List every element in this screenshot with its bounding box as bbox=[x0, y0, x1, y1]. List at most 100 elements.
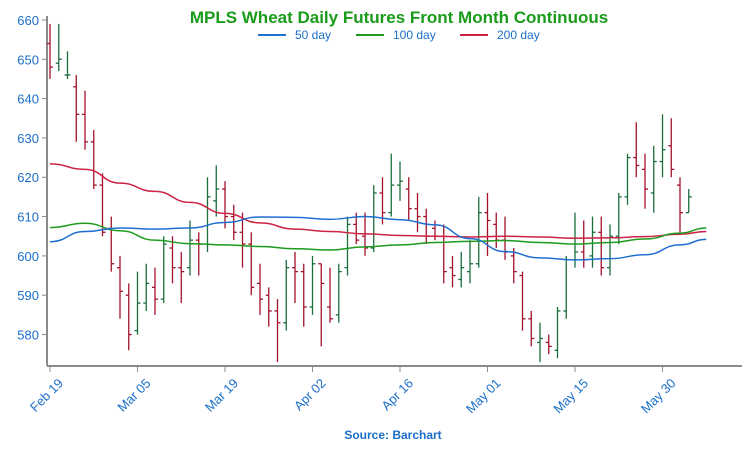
legend-item: 100 day bbox=[356, 28, 436, 42]
ohlc-bar bbox=[502, 216, 508, 260]
ohlc-bar bbox=[300, 263, 307, 327]
ohlc-bar bbox=[423, 208, 430, 245]
legend-label: 100 day bbox=[393, 28, 436, 42]
ohlc-bar bbox=[405, 177, 412, 221]
x-axis: Feb 19 Mar 05 Mar 19 Apr 02 Apr 16 May 01 May … bbox=[27, 365, 742, 417]
ohlc-bar bbox=[528, 310, 535, 347]
ohlc-bar bbox=[292, 251, 298, 304]
ohlc-bar bbox=[458, 251, 465, 288]
ohlc-bar bbox=[519, 271, 526, 331]
ohlc-bar bbox=[117, 255, 123, 319]
ohlc-bar bbox=[309, 255, 316, 315]
chart-title: MPLS Wheat Daily Futures Front Month Con… bbox=[190, 8, 608, 27]
ohlc-bar bbox=[152, 267, 158, 315]
ohlc-bar bbox=[537, 322, 543, 363]
ohlc-bar bbox=[274, 299, 281, 363]
ohlc-bar bbox=[668, 118, 675, 178]
ohlc-bar bbox=[414, 192, 421, 233]
ohlc-bar bbox=[73, 74, 80, 142]
x-tick-label: Feb 19 bbox=[27, 376, 66, 415]
ohlc-bar bbox=[659, 114, 666, 178]
ohlc-bar bbox=[685, 189, 692, 214]
ohlc-bar bbox=[432, 220, 438, 241]
ohlc-bar bbox=[47, 23, 53, 79]
ohlc-bar bbox=[370, 185, 377, 252]
ohlc-bar bbox=[388, 153, 395, 217]
ohlc-bar bbox=[563, 255, 570, 319]
y-tick-label: 660 bbox=[17, 13, 39, 28]
ohlc-bar bbox=[143, 263, 150, 311]
ohlc-bar bbox=[607, 224, 613, 276]
ohlc-bar bbox=[379, 177, 386, 225]
ohlc-bar bbox=[134, 271, 141, 335]
ohlc-bar bbox=[178, 251, 185, 304]
ohlc-bar bbox=[633, 122, 640, 178]
ohlc-bar bbox=[64, 51, 71, 79]
ohlc-bar bbox=[642, 153, 648, 209]
legend-item: 50 day bbox=[258, 28, 331, 42]
source-note: Source: Barchart bbox=[344, 428, 441, 442]
ohlc-bar bbox=[440, 224, 447, 284]
moving-averages bbox=[49, 163, 707, 261]
x-tick-label: Apr 02 bbox=[291, 376, 329, 414]
ohlc-bar bbox=[397, 161, 403, 201]
y-axis: 580 590 600 610 620 630 640 650 660 bbox=[17, 13, 48, 366]
chart-legend: 50 day 100 day 200 day bbox=[258, 28, 540, 42]
ohlc-bar bbox=[449, 255, 456, 288]
ohlc-bar bbox=[467, 240, 473, 284]
y-tick-label: 590 bbox=[17, 288, 39, 303]
ohlc-bar bbox=[239, 212, 246, 268]
ohlc-bar bbox=[318, 263, 325, 347]
y-tick-label: 630 bbox=[17, 131, 39, 146]
x-tick-label: May 30 bbox=[638, 376, 679, 417]
ohlc-bar bbox=[265, 287, 272, 327]
ohlc-bar bbox=[598, 216, 605, 276]
ohlc-bar bbox=[213, 165, 220, 217]
ohlc-bar bbox=[545, 334, 552, 355]
ohlc-bars bbox=[47, 23, 692, 363]
y-tick-label: 640 bbox=[17, 92, 39, 107]
ohlc-bar bbox=[125, 283, 132, 351]
ohlc-bar bbox=[82, 90, 88, 150]
ohlc-bar bbox=[677, 177, 683, 233]
x-tick-label: May 15 bbox=[550, 376, 591, 417]
ohlc-bar bbox=[160, 236, 167, 304]
ohlc-bar bbox=[169, 236, 176, 284]
ma-200-line bbox=[49, 163, 707, 239]
ohlc-bar bbox=[353, 212, 360, 245]
legend-label: 200 day bbox=[497, 28, 540, 42]
ohlc-bar bbox=[204, 177, 211, 252]
ohlc-bar bbox=[99, 173, 106, 237]
ohlc-bar bbox=[90, 130, 97, 190]
ohlc-bar bbox=[327, 267, 333, 323]
ohlc-bar bbox=[257, 263, 263, 315]
x-tick-label: Mar 19 bbox=[202, 376, 241, 415]
ohlc-bar bbox=[650, 145, 657, 213]
ohlc-bar bbox=[344, 216, 351, 276]
ohlc-bar bbox=[510, 248, 517, 284]
x-tick-label: Mar 05 bbox=[114, 376, 153, 415]
y-tick-label: 650 bbox=[17, 52, 39, 67]
ma-100-line bbox=[49, 222, 707, 251]
ohlc-bar bbox=[475, 196, 482, 268]
ohlc-bar bbox=[108, 216, 115, 272]
ohlc-bar bbox=[335, 263, 342, 323]
y-tick-label: 620 bbox=[17, 170, 39, 185]
legend-label: 50 day bbox=[295, 28, 331, 42]
ohlc-bar bbox=[615, 192, 622, 245]
y-tick-label: 610 bbox=[17, 210, 39, 225]
ohlc-bar bbox=[195, 232, 202, 276]
ohlc-bar bbox=[624, 153, 631, 205]
ohlc-bar bbox=[283, 259, 290, 331]
ohlc-bar bbox=[554, 307, 561, 359]
legend-item: 200 day bbox=[460, 28, 540, 42]
ma-50-line bbox=[49, 215, 707, 261]
ohlc-bar bbox=[187, 220, 193, 276]
x-tick-label: Apr 16 bbox=[378, 376, 416, 414]
y-tick-label: 580 bbox=[17, 328, 39, 343]
ohlc-bar bbox=[55, 23, 62, 72]
y-tick-label: 600 bbox=[17, 249, 39, 264]
ohlc-bar bbox=[248, 232, 255, 296]
x-tick-label: May 01 bbox=[463, 376, 504, 417]
